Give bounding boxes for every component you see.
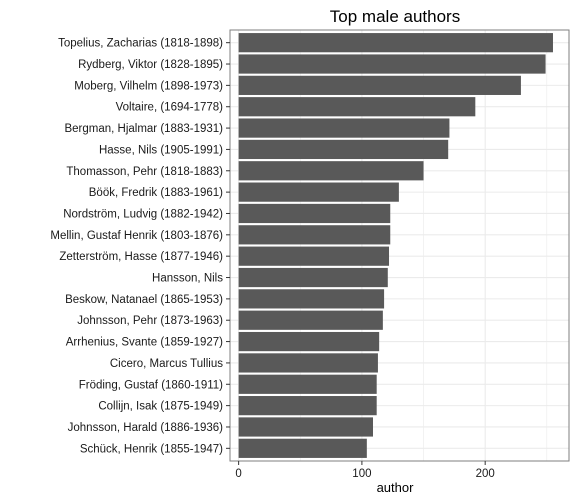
bar [238, 289, 385, 309]
bar [238, 438, 367, 458]
bar [238, 267, 388, 288]
bar [238, 161, 424, 181]
category-label: Johnsson, Pehr (1873-1963) [77, 315, 223, 327]
category-label: Collijn, Isak (1875-1949) [98, 401, 223, 413]
category-label: Voltaire, (1694-1778) [116, 102, 224, 114]
category-label: Zetterström, Hasse (1877-1946) [59, 251, 223, 263]
bar [238, 417, 373, 437]
category-label: Beskow, Natanael (1865-1953) [65, 294, 223, 306]
x-tick-label: 0 [235, 468, 241, 480]
category-label: Moberg, Vilhelm (1898-1973) [74, 80, 223, 92]
bar [238, 396, 377, 416]
bar [238, 54, 546, 74]
category-label: Hansson, Nils [152, 273, 223, 285]
category-label: Cicero, Marcus Tullius [110, 358, 223, 370]
category-label: Bergman, Hjalmar (1883-1931) [64, 123, 223, 135]
category-label: Nordström, Ludvig (1882-1942) [63, 208, 223, 220]
category-label: Arrhenius, Svante (1859-1927) [66, 337, 223, 349]
category-label: Schück, Henrik (1855-1947) [80, 443, 223, 455]
x-axis-title: author [377, 480, 415, 495]
category-label: Thomasson, Pehr (1818-1883) [66, 166, 223, 178]
bar [238, 75, 521, 95]
bars [238, 33, 553, 458]
bar [238, 353, 378, 373]
category-labels: Topelius, Zacharias (1818-1898) Rydberg, … [50, 38, 230, 455]
category-label: Johnsson, Harald (1886-1936) [68, 422, 224, 434]
bar [238, 225, 391, 245]
category-label: Mellin, Gustaf Henrik (1803-1876) [50, 230, 223, 242]
bar [238, 310, 383, 330]
category-label: Hasse, Nils (1905-1991) [99, 144, 223, 156]
bar [238, 182, 399, 202]
x-tick-label: 200 [476, 468, 495, 480]
category-label: Rydberg, Viktor (1828-1895) [78, 59, 223, 71]
panel-border [229, 29, 570, 462]
category-label: Böök, Fredrik (1883-1961) [89, 187, 223, 199]
bar [238, 139, 449, 160]
bar [238, 246, 390, 266]
category-label: Topelius, Zacharias (1818-1898) [58, 38, 223, 50]
bar [238, 97, 476, 117]
category-label: Fröding, Gustaf (1860-1911) [79, 379, 223, 391]
x-tick-label: 100 [352, 468, 371, 480]
bar [238, 33, 553, 53]
chart-title: Top male authors [330, 7, 460, 26]
bar [238, 331, 380, 352]
bar [238, 374, 377, 394]
bar [238, 203, 391, 224]
x-axis-ticks: 0 100 200 [235, 461, 495, 480]
bar [238, 118, 450, 138]
